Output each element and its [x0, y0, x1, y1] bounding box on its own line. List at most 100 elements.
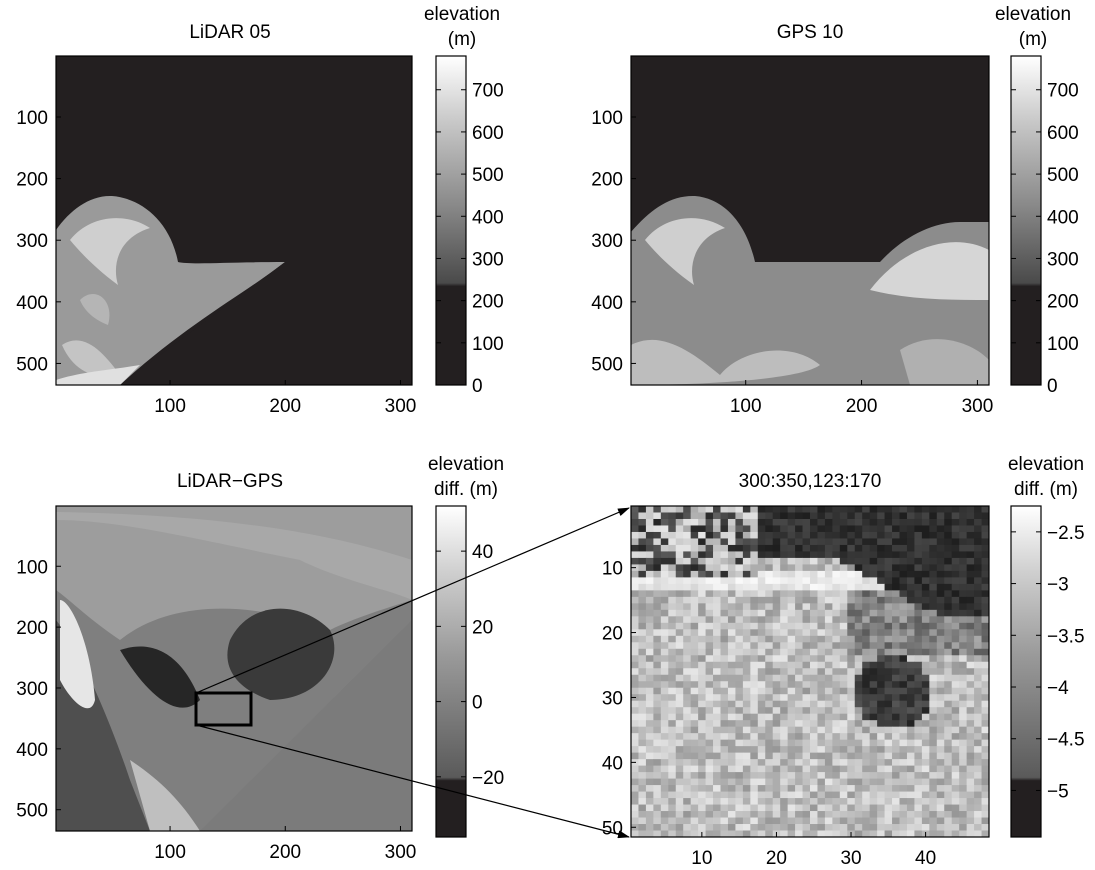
- zoom-pixel: [765, 616, 774, 624]
- zoom-pixel: [683, 765, 692, 773]
- zoom-pixel: [959, 564, 968, 572]
- zoom-pixel: [727, 759, 736, 767]
- zoom-pixel: [772, 603, 781, 611]
- zoom-pixel: [683, 518, 692, 526]
- zoom-pixel: [944, 655, 953, 663]
- zoom-pixel: [981, 733, 990, 741]
- zoom-pixel: [869, 726, 878, 734]
- zoom-pixel: [854, 824, 863, 831]
- zoom-pixel: [951, 798, 960, 805]
- zoom-pixel: [683, 655, 692, 663]
- zoom-pixel: [906, 642, 915, 650]
- zoom-pixel: [645, 752, 654, 760]
- zoom-pixel: [660, 778, 669, 786]
- zoom-pixel: [705, 525, 714, 533]
- zoom-pixel: [877, 726, 885, 734]
- zoom-pixel: [884, 772, 893, 779]
- zoom-pixel: [981, 642, 990, 650]
- frame-lidar05: [55, 55, 413, 386]
- zoom-pixel: [727, 629, 736, 637]
- zoom-pixel: [810, 772, 818, 779]
- zoom-pixel: [780, 733, 789, 741]
- zoom-pixel: [631, 804, 639, 812]
- zoom-pixel: [683, 791, 692, 799]
- zoom-pixel: [869, 629, 878, 637]
- zoom-pixel: [810, 590, 818, 598]
- zoom-pixel: [787, 583, 796, 591]
- zoom-pixel: [765, 564, 774, 572]
- zoom-pixel: [877, 583, 885, 591]
- zoom-pixel: [921, 785, 930, 792]
- zoom-pixel: [645, 707, 654, 715]
- zoom-pixel: [653, 642, 662, 650]
- zoom-pixel: [742, 700, 751, 708]
- zoom-pixel: [675, 785, 684, 792]
- zoom-pixel: [862, 577, 871, 585]
- zoom-pixel: [929, 622, 938, 630]
- zoom-pixel: [810, 506, 818, 513]
- zoom-pixel: [780, 596, 789, 604]
- zoom-pixel: [929, 642, 938, 650]
- zoom-pixel: [765, 577, 774, 585]
- zoom-pixel: [921, 642, 930, 650]
- zoom-pixel: [921, 791, 930, 799]
- zoom-pixel: [765, 525, 774, 533]
- zoom-pixel: [802, 687, 811, 695]
- zoom-pixel: [653, 512, 662, 520]
- zoom-pixel: [780, 674, 789, 682]
- zoom-pixel: [936, 635, 945, 643]
- zoom-pixel: [631, 830, 639, 838]
- zoom-pixel: [765, 609, 774, 617]
- zoom-pixel: [772, 687, 781, 695]
- zoom-pixel: [914, 694, 923, 702]
- zoom-pixel: [914, 668, 923, 676]
- zoom-pixel: [862, 824, 871, 831]
- zoom-pixel: [824, 577, 833, 585]
- zoom-pixel: [936, 668, 945, 676]
- zoom-pixel: [787, 609, 796, 617]
- zoom-pixel: [757, 622, 766, 630]
- zoom-pixel: [780, 655, 789, 663]
- zoom-pixel: [824, 609, 833, 617]
- colorbar-tick-label: 20: [472, 617, 493, 638]
- zoom-pixel: [698, 661, 706, 669]
- colorbar-label-line2: (m): [1019, 29, 1047, 50]
- zoom-pixel: [839, 629, 848, 637]
- zoom-pixel: [757, 817, 766, 825]
- zoom-pixel: [653, 648, 662, 656]
- zoom-pixel: [780, 616, 789, 624]
- zoom-pixel: [944, 720, 953, 728]
- zoom-pixel: [906, 538, 915, 546]
- zoom-pixel: [974, 830, 982, 838]
- zoom-pixel: [877, 700, 885, 708]
- zoom-pixel: [675, 551, 684, 559]
- zoom-pixel: [742, 785, 751, 792]
- zoom-pixel: [951, 531, 960, 539]
- zoom-pixel: [899, 765, 908, 773]
- zoom-pixel: [638, 804, 647, 812]
- zoom-pixel: [906, 720, 915, 728]
- zoom-pixel: [974, 759, 982, 767]
- zoom-pixel: [683, 759, 692, 767]
- zoom-pixel: [795, 538, 803, 546]
- zoom-pixel: [929, 752, 938, 760]
- zoom-pixel: [742, 687, 751, 695]
- zoom-pixel: [854, 707, 863, 715]
- zoom-pixel: [892, 759, 900, 767]
- zoom-pixel: [974, 609, 982, 617]
- zoom-pixel: [683, 720, 692, 728]
- zoom-pixel: [698, 577, 706, 585]
- zoom-pixel: [966, 668, 975, 676]
- zoom-pixel: [832, 713, 841, 721]
- zoom-pixel: [847, 713, 856, 721]
- zoom-pixel: [705, 707, 714, 715]
- zoom-pixel: [966, 603, 975, 611]
- zoom-pixel: [653, 739, 662, 747]
- zoom-pixel: [832, 733, 841, 741]
- zoom-pixel: [690, 661, 699, 669]
- zoom-pixel: [839, 752, 848, 760]
- zoom-pixel: [705, 661, 714, 669]
- zoom-pixel: [631, 512, 639, 520]
- zoom-pixel: [720, 739, 729, 747]
